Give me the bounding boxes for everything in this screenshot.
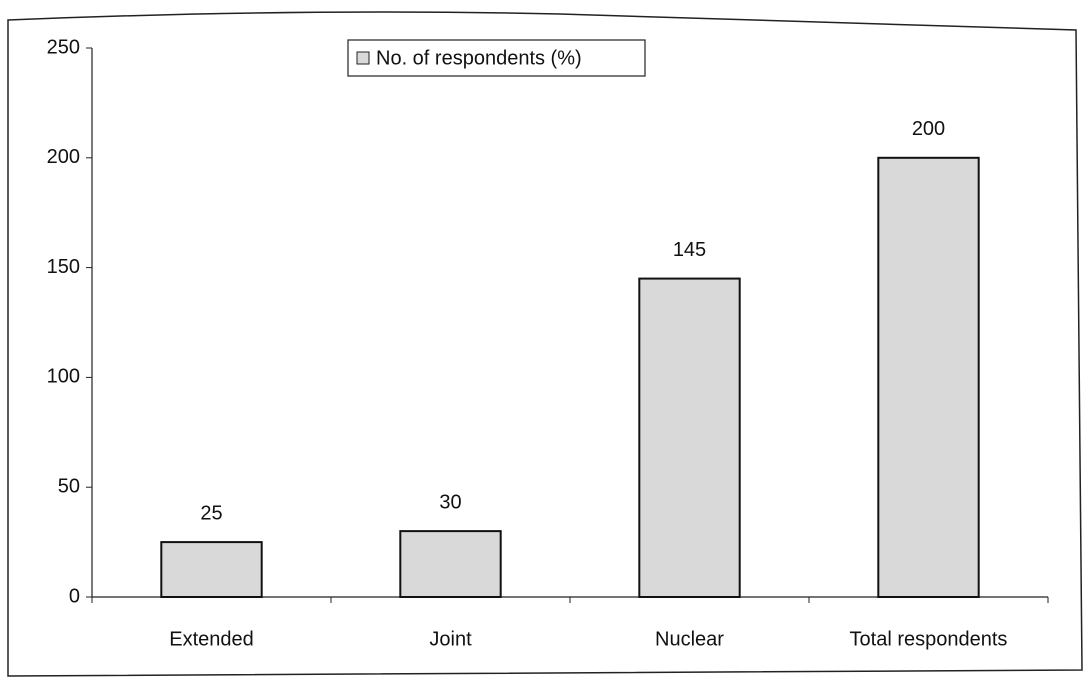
y-tick-label: 0 bbox=[69, 585, 80, 607]
chart-frame bbox=[7, 11, 1083, 677]
bar bbox=[399, 530, 502, 598]
x-tick-label: Extended bbox=[169, 628, 254, 650]
y-tick-label: 150 bbox=[47, 256, 80, 278]
x-tick-label: Joint bbox=[429, 628, 472, 650]
y-tick-label: 100 bbox=[47, 366, 80, 388]
bar bbox=[638, 277, 741, 598]
legend-box bbox=[347, 39, 646, 77]
x-tick-label: Nuclear bbox=[655, 628, 724, 650]
y-tick-label: 200 bbox=[47, 146, 80, 168]
legend: No. of respondents (%) bbox=[347, 39, 646, 77]
legend-swatch bbox=[356, 51, 370, 65]
data-label: 30 bbox=[439, 491, 461, 513]
y-tick-label: 250 bbox=[47, 36, 80, 58]
bar bbox=[160, 541, 263, 598]
y-tick-label: 50 bbox=[58, 475, 80, 497]
data-label: 200 bbox=[912, 118, 945, 140]
data-label: 25 bbox=[200, 502, 222, 524]
bar bbox=[877, 156, 980, 599]
data-label: 145 bbox=[673, 239, 706, 261]
x-tick-label: Total respondents bbox=[850, 628, 1008, 650]
legend-label: No. of respondents (%) bbox=[376, 47, 582, 69]
